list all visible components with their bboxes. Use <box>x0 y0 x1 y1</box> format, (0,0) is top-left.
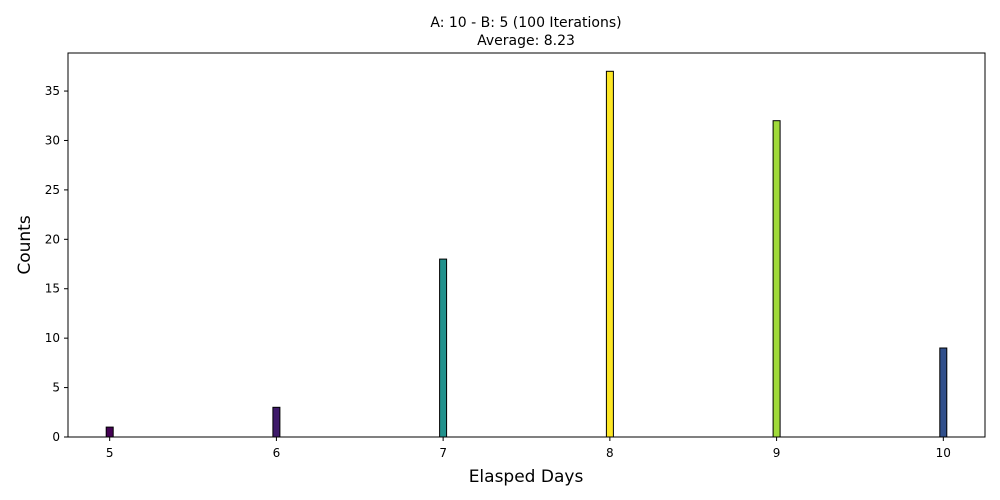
y-tick-label: 25 <box>45 183 60 197</box>
x-tick-label: 9 <box>773 446 781 460</box>
y-tick-label: 0 <box>52 430 60 444</box>
bar-day-9 <box>772 120 781 438</box>
bar-day-6 <box>272 406 281 438</box>
x-tick-label: 8 <box>606 446 614 460</box>
y-tick-label: 5 <box>52 381 60 395</box>
y-tick-label: 15 <box>45 282 60 296</box>
x-tick-label: 5 <box>106 446 114 460</box>
y-tick-label: 35 <box>45 84 60 98</box>
y-tick-label: 10 <box>45 331 60 345</box>
plot-frame <box>67 52 986 438</box>
chart-subtitle: Average: 8.23 <box>477 33 575 49</box>
chart-title: A: 10 - B: 5 (100 Iterations) <box>430 15 621 31</box>
bar-day-10 <box>939 347 948 438</box>
x-tick-label: 10 <box>936 446 951 460</box>
bar-day-7 <box>439 258 448 438</box>
y-tick-label: 30 <box>45 133 60 147</box>
x-tick-label: 7 <box>439 446 447 460</box>
y-axis-ticks: 0 5 10 15 20 25 30 35 <box>45 84 68 444</box>
bar-day-5 <box>105 426 114 438</box>
bars-group <box>105 70 948 438</box>
y-axis-label: Counts <box>15 215 35 274</box>
y-tick-label: 20 <box>45 232 60 246</box>
x-axis-ticks: 5 6 7 8 9 10 <box>106 437 951 460</box>
x-tick-label: 6 <box>273 446 281 460</box>
bar-day-8 <box>605 70 614 438</box>
x-axis-label: Elasped Days <box>469 467 584 487</box>
